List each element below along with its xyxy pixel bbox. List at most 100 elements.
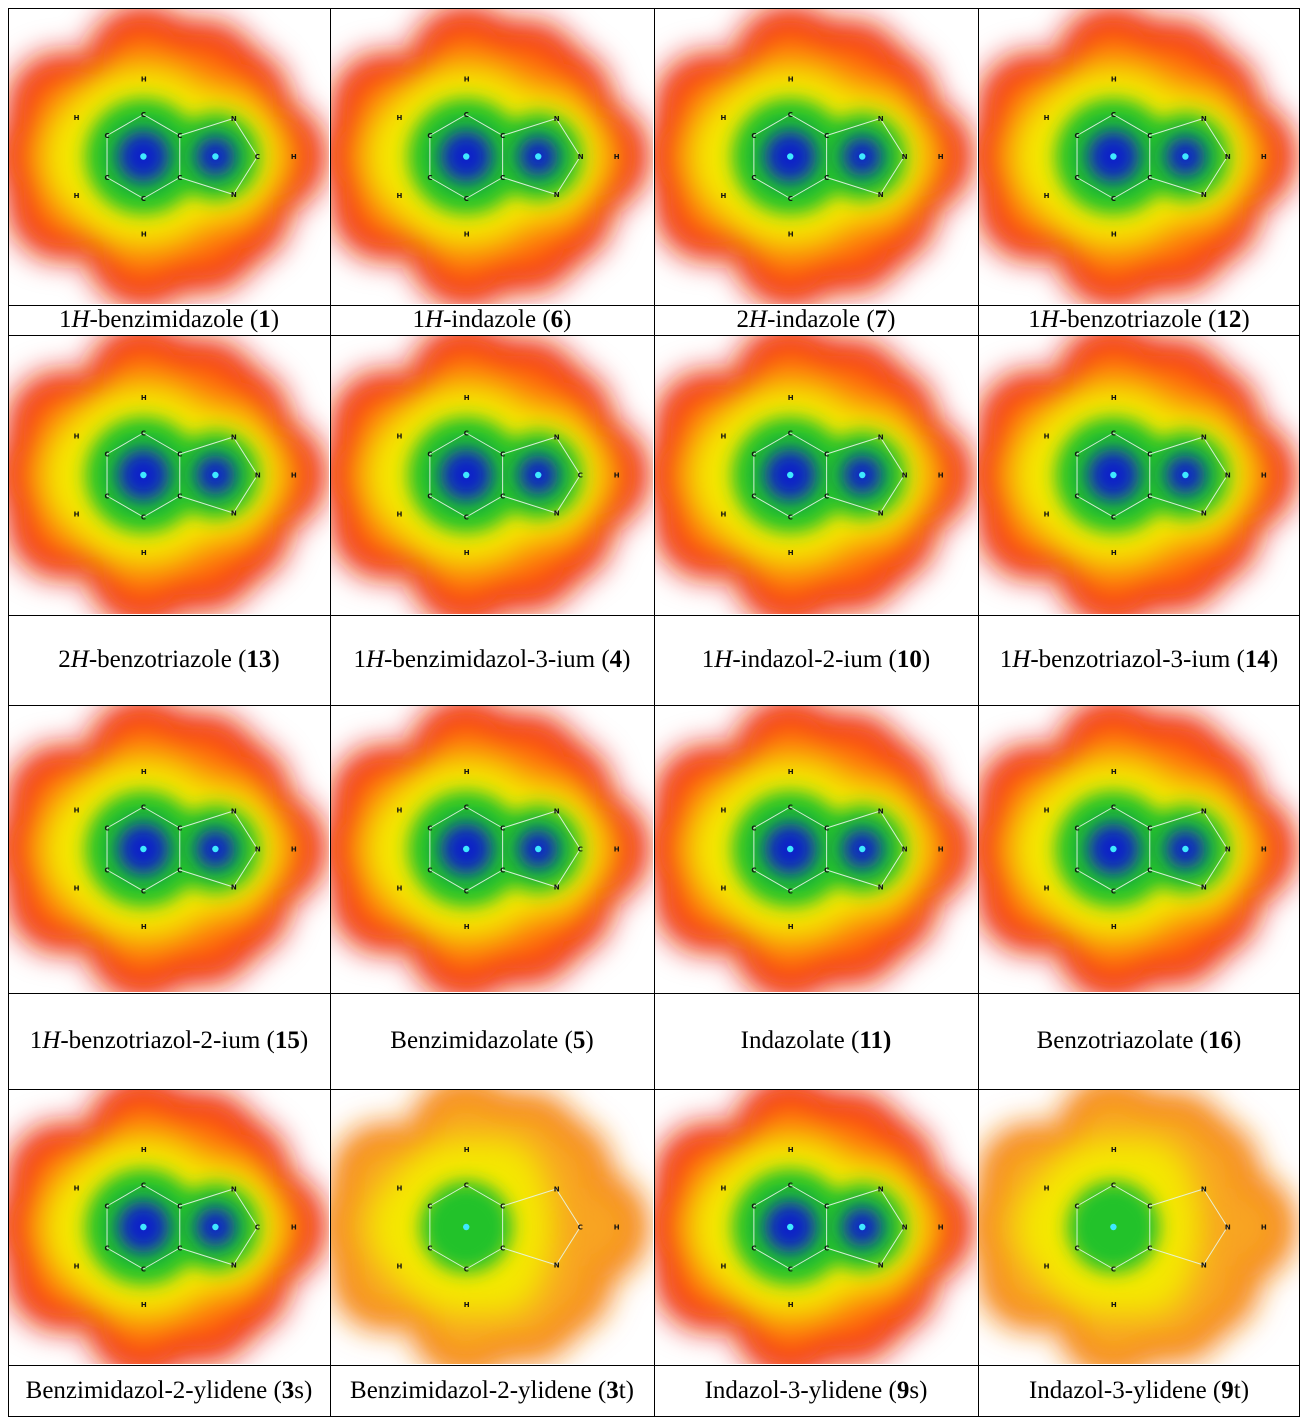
atom-label: C — [1147, 825, 1152, 833]
atom-label: H — [614, 472, 620, 480]
table-border — [8, 705, 1300, 706]
esp-map-image: C C C C C C N N N H H H H H — [655, 9, 972, 304]
caption-text: -benzotriazole ( — [1058, 306, 1217, 333]
atom-label: C — [500, 174, 505, 182]
atom-label: N — [1201, 808, 1207, 816]
atom-label: N — [231, 510, 237, 518]
atom-label: H — [396, 884, 402, 892]
esp-map-image: C C C C C C N N N H H H H H — [979, 336, 1295, 614]
compound-caption: 2H-benzotriazole (13) — [14, 615, 324, 705]
atom-label: H — [141, 923, 147, 931]
atom-label: H — [720, 510, 726, 518]
caption-text: 12 — [1216, 306, 1242, 333]
atom-label: C — [824, 174, 829, 182]
esp-map-image: C C C C C C N N N H H H H H — [331, 9, 648, 304]
atom-label: H — [1111, 768, 1117, 776]
atom-label: N — [902, 153, 908, 161]
atom-label: H — [1111, 231, 1117, 239]
atom-label: C — [788, 1182, 793, 1190]
caption-text: 2 — [736, 306, 750, 333]
atom-label: H — [74, 1262, 80, 1270]
atom-label: C — [500, 1203, 505, 1211]
compound-caption: Benzimidazol-2-ylidene (3s) — [14, 1365, 324, 1417]
atom-label: N — [231, 434, 237, 442]
caption-text: 7 — [874, 306, 888, 333]
atom-label: C — [105, 867, 110, 875]
atom-label: C — [1111, 195, 1116, 203]
caption-text: ) — [1241, 306, 1250, 333]
caption-text: 6 — [550, 306, 564, 333]
caption-text: ) — [299, 1027, 309, 1054]
atom-label: C — [1111, 888, 1116, 896]
caption-text: 13 — [246, 646, 272, 673]
atom-label: H — [938, 472, 944, 480]
atom-label: H — [1111, 394, 1117, 402]
atom-label: H — [141, 1301, 147, 1309]
atom-label: C — [177, 493, 182, 501]
table-border — [8, 993, 1300, 994]
atom-label: N — [1225, 153, 1231, 161]
atom-label: N — [554, 115, 560, 123]
atom-label: C — [427, 1203, 432, 1211]
atom-label: H — [614, 153, 620, 161]
caption-text: -benzimidazole ( — [89, 306, 259, 333]
atom-label: H — [74, 807, 80, 815]
atom-label: N — [1201, 434, 1207, 442]
atom-label: C — [1111, 1182, 1116, 1190]
atom-label: C — [105, 132, 110, 140]
caption-text: H — [1012, 646, 1031, 673]
atom-label: H — [1111, 1301, 1117, 1309]
atom-label: H — [74, 192, 80, 200]
atom-label: C — [1075, 867, 1080, 875]
atom-label: N — [554, 808, 560, 816]
compound-caption: 1H-indazol-2-ium (10) — [660, 615, 972, 705]
esp-map-image: C C C C C C N C N H H H H H — [9, 9, 325, 304]
atom-label: H — [396, 1185, 402, 1193]
caption-text: ) — [921, 646, 931, 673]
compound-caption: 1H-benzimidazol-3-ium (4) — [336, 615, 648, 705]
atom-label: C — [578, 1224, 583, 1232]
atom-label: H — [464, 231, 470, 239]
atom-label: C — [427, 1245, 432, 1253]
atom-label: H — [1111, 923, 1117, 931]
atom-label: C — [1111, 1266, 1116, 1274]
atom-label: H — [141, 768, 147, 776]
ring-centroid-dot — [212, 1223, 219, 1231]
atom-label: C — [177, 1245, 182, 1253]
atom-label: C — [141, 195, 146, 203]
caption-text: 3 — [281, 1377, 295, 1404]
caption-text: H — [42, 1027, 61, 1054]
ring-centroid-dot — [535, 471, 542, 479]
compound-caption: 1H-benzotriazole (12) — [984, 305, 1294, 335]
atom-label: H — [788, 923, 794, 931]
compound-caption: 1H-indazole (6) — [336, 305, 648, 335]
caption-text: 9 — [896, 1377, 910, 1404]
atom-label: C — [751, 451, 756, 459]
caption-text: -benzotriazol-3-ium ( — [1030, 646, 1245, 673]
atom-label: C — [1075, 825, 1080, 833]
atom-label: C — [427, 132, 432, 140]
atom-label: C — [141, 888, 146, 896]
ring-centroid-dot — [787, 153, 794, 160]
atom-label: H — [1111, 1146, 1117, 1154]
atom-label: H — [291, 153, 297, 161]
compound-caption: Benzimidazol-2-ylidene (3t) — [336, 1365, 648, 1417]
caption-text: Indazol-3-ylidene ( — [1028, 1377, 1222, 1404]
atom-label: H — [141, 549, 147, 557]
atom-label: C — [751, 825, 756, 833]
atom-label: C — [464, 1182, 469, 1190]
atom-label: H — [720, 1262, 726, 1270]
atom-label: C — [177, 174, 182, 182]
table-border — [978, 8, 979, 1417]
atom-label: H — [1261, 153, 1267, 161]
atom-label: H — [1261, 846, 1267, 854]
compound-caption: Indazol-3-ylidene (9t) — [984, 1365, 1294, 1417]
atom-label: C — [464, 888, 469, 896]
atom-label: H — [788, 1146, 794, 1154]
atom-label: C — [500, 867, 505, 875]
atom-label: C — [464, 514, 469, 522]
compound-caption: Benzotriazolate (16) — [984, 993, 1294, 1089]
molecule-cell: C C C C C C N N N H H H H H — [655, 9, 977, 304]
atom-label: H — [291, 846, 297, 854]
atom-label: N — [255, 846, 261, 854]
